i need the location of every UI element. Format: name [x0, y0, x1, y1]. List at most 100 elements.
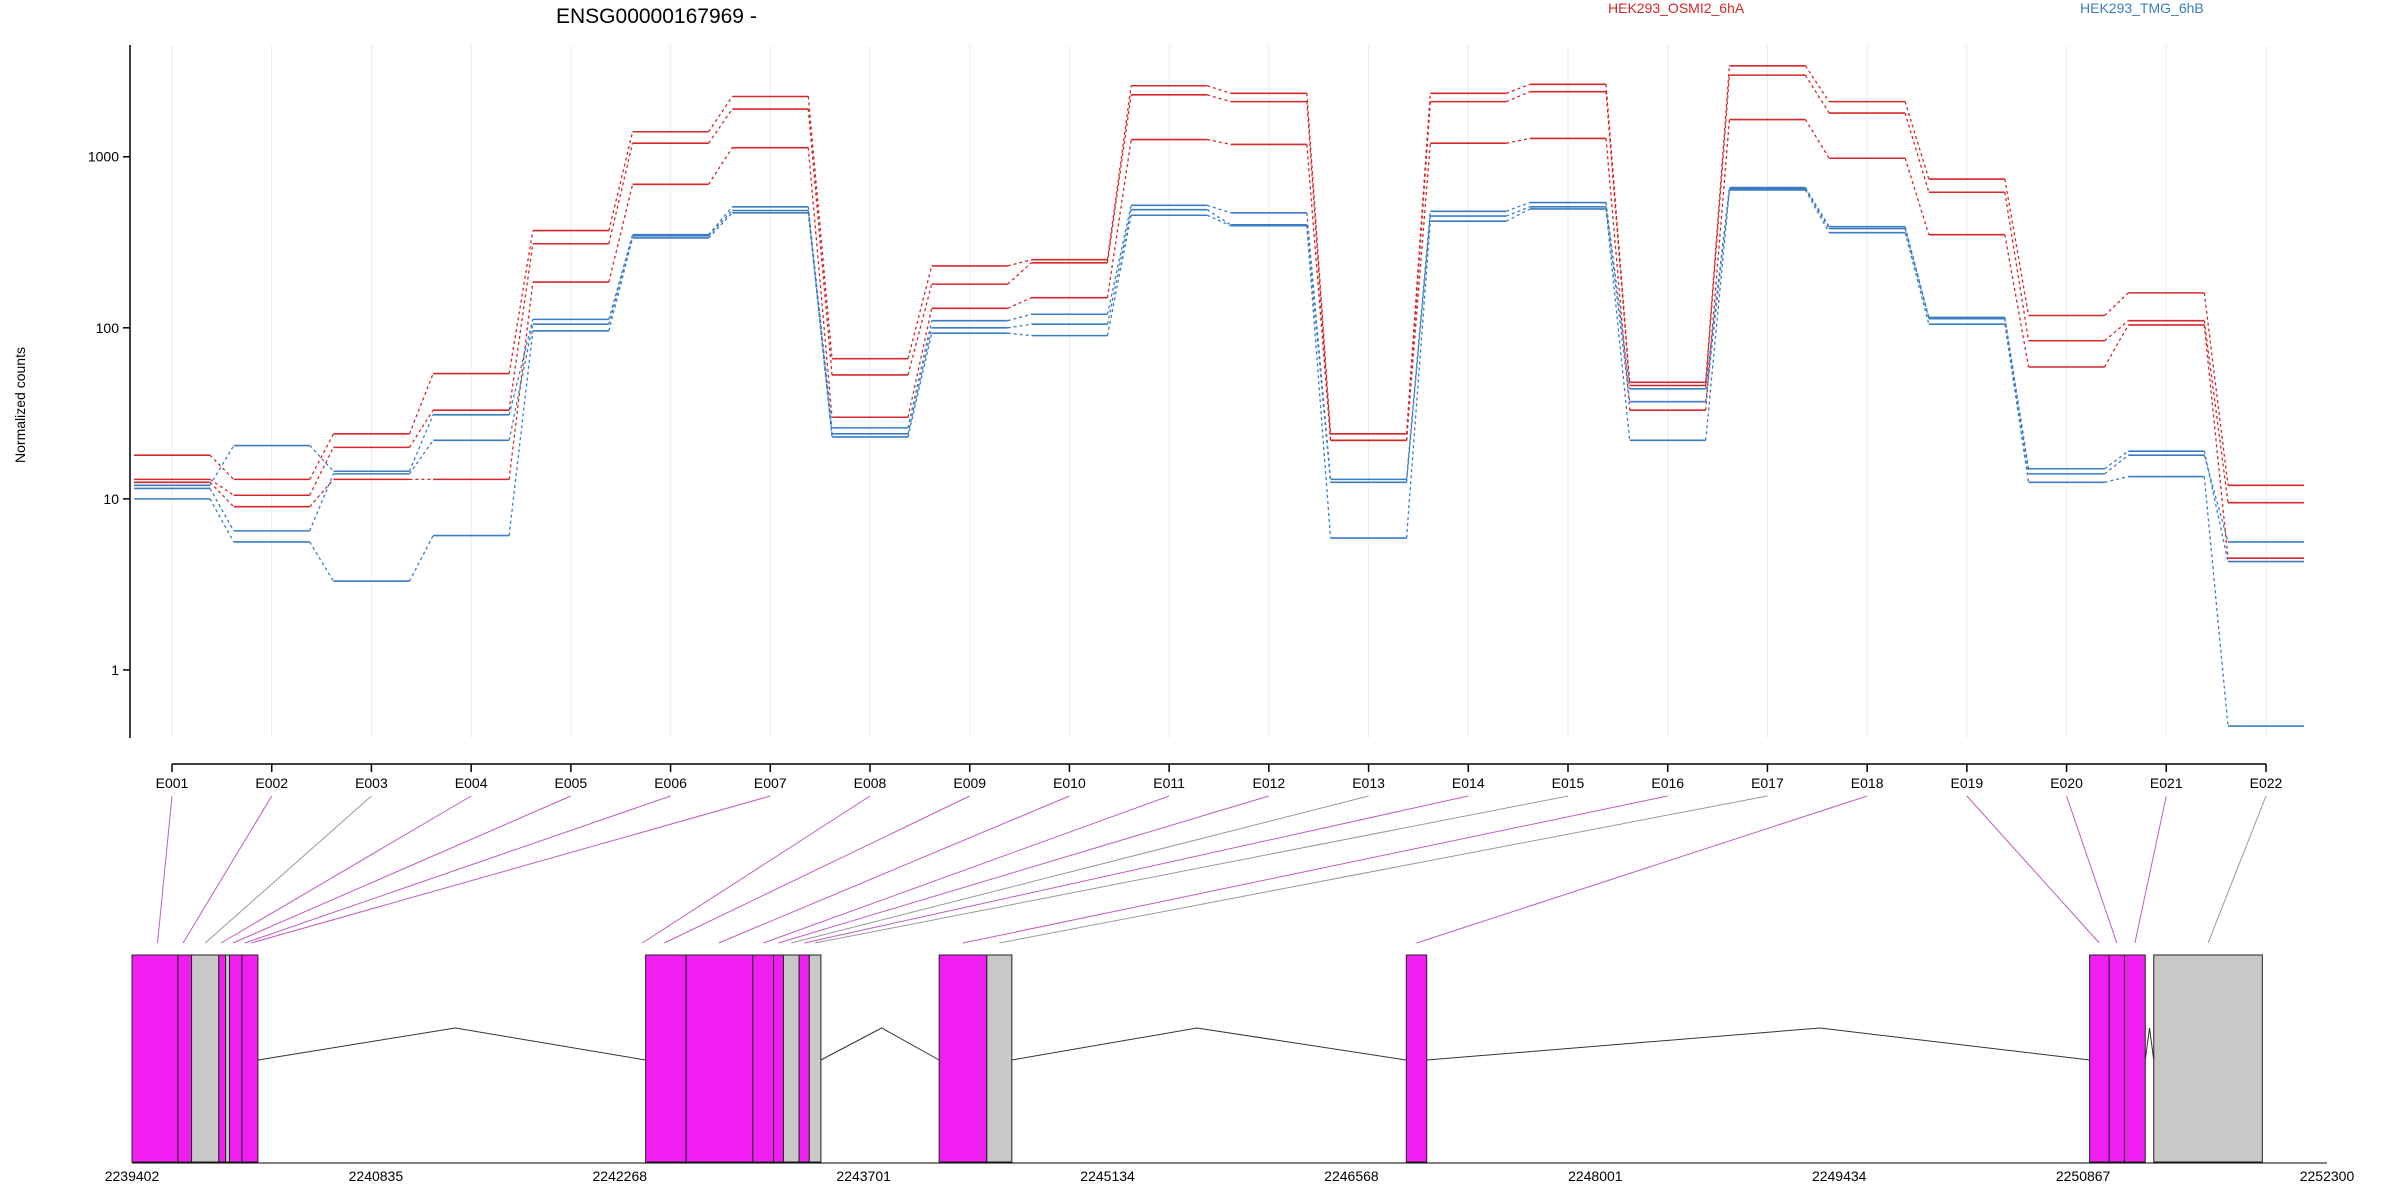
exon-segment: [752, 954, 775, 1163]
series-connector: [508, 324, 534, 441]
series-connector: [1405, 221, 1431, 539]
series-connector: [408, 373, 434, 435]
exon-segment: [808, 954, 822, 1163]
series-connector: [1904, 158, 1930, 235]
series-connector: [1904, 232, 1930, 325]
series-connector: [209, 454, 235, 480]
exon-segment: [229, 954, 243, 1163]
series-connector: [907, 333, 933, 438]
series-connector: [309, 473, 335, 532]
series-connector: [1804, 189, 1830, 233]
exon-connector: [718, 795, 1070, 944]
text-labels: ENSG00000167969 - Normalized counts HEK2…: [12, 0, 2283, 791]
series-connector: [708, 210, 733, 237]
exon-connector: [204, 795, 372, 944]
series-connector: [608, 143, 634, 244]
exon-connector: [641, 795, 871, 944]
series-connector: [309, 433, 335, 480]
series-connector: [1506, 206, 1531, 217]
series-connector: [1506, 91, 1531, 103]
intron-line: [257, 1027, 646, 1061]
exon-connector: [999, 795, 1768, 944]
series-connector: [2004, 324, 2030, 483]
exon-segment: [782, 954, 800, 1163]
x-tick-label: E016: [1651, 775, 1684, 791]
exon-segment: [1405, 954, 1428, 1163]
x-tick-label: E001: [156, 775, 189, 791]
series-connector: [2004, 318, 2030, 474]
series-connector: [2004, 192, 2030, 341]
series-connector: [1007, 332, 1032, 337]
series-connector: [2004, 234, 2030, 368]
series-connector: [708, 96, 733, 133]
series-connector: [608, 237, 634, 331]
x-tick-label: E010: [1053, 775, 1086, 791]
exon-segment: [2108, 954, 2125, 1163]
exon-connector: [962, 795, 1668, 944]
exon-segment: [685, 954, 754, 1163]
exon-segment: [218, 954, 227, 1163]
x-tick-label: E018: [1851, 775, 1884, 791]
series-connector: [807, 210, 833, 434]
series-connector: [1506, 83, 1531, 94]
x-tick-label: E011: [1153, 775, 1185, 791]
intron-line: [1426, 1027, 2090, 1061]
series-connector: [1804, 74, 1830, 114]
series-connector: [1207, 138, 1231, 146]
legend-osmi: HEK293_OSMI2_6hA: [1608, 0, 1745, 16]
series-connector: [2104, 292, 2129, 316]
series-connector: [1605, 206, 1631, 402]
axes: [123, 45, 2267, 772]
series-connector: [807, 108, 833, 376]
series-connector: [1106, 139, 1132, 298]
series-connector: [1605, 202, 1631, 389]
x-tick-label: E009: [953, 775, 986, 791]
series-connector: [1306, 144, 1332, 441]
genome-coordinate-label: 2245134: [1080, 1168, 1135, 1184]
y-tick-label: 10: [103, 491, 119, 507]
series-connector: [907, 308, 933, 418]
intron-line: [820, 1027, 940, 1061]
series-connector: [1206, 204, 1232, 214]
chart-title: ENSG00000167969 -: [556, 5, 757, 28]
series-connector: [2104, 320, 2129, 342]
series-connector: [209, 478, 235, 496]
y-tick-label: 100: [96, 320, 120, 336]
series-connector: [2203, 292, 2229, 486]
genome-coordinate-label: 2252300: [2300, 1168, 2355, 1184]
exon-connector: [182, 795, 273, 944]
series-connector: [1206, 214, 1232, 227]
series-connector: [1106, 215, 1132, 336]
series-connector: [309, 445, 334, 472]
exon-connector: [763, 795, 1170, 944]
exon-connector: [157, 795, 173, 944]
exon-connector: [2134, 795, 2167, 944]
series-connector: [1405, 143, 1431, 441]
exon-segment: [2089, 954, 2110, 1163]
series-connector: [2004, 317, 2030, 469]
genome-coordinate-label: 2248001: [1568, 1168, 1623, 1184]
series-connector: [408, 439, 434, 475]
genome-coordinate-label: 2246568: [1324, 1168, 1379, 1184]
intron-line: [2144, 1027, 2155, 1061]
series-connector: [608, 131, 634, 231]
exon-segment: [131, 954, 179, 1163]
series-connector: [508, 243, 534, 411]
x-tick-label: E008: [854, 775, 887, 791]
series-connector: [2004, 178, 2030, 316]
series-connector: [1705, 119, 1731, 411]
exon-segment: [241, 954, 259, 1163]
series-5: [134, 187, 2304, 543]
genome-coordinate-label: 2239402: [105, 1168, 160, 1184]
series-connector: [1007, 262, 1032, 285]
series-connector: [309, 541, 334, 582]
series-connector: [1306, 224, 1332, 483]
series-connector: [2203, 476, 2229, 727]
exon-connector: [2207, 795, 2267, 944]
series-connector: [508, 319, 534, 415]
series-connector: [708, 212, 733, 239]
series-connector: [1804, 119, 1830, 159]
exon-connector: [815, 795, 1569, 944]
series-connector: [1405, 211, 1431, 480]
series-connector: [1904, 101, 1930, 180]
